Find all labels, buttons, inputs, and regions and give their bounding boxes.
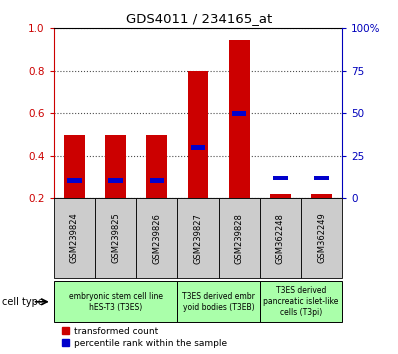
Text: embryonic stem cell line
hES-T3 (T3ES): embryonic stem cell line hES-T3 (T3ES) <box>68 292 162 312</box>
Text: GSM239825: GSM239825 <box>111 213 120 263</box>
Bar <box>105 135 126 198</box>
Bar <box>270 194 291 198</box>
Bar <box>67 178 82 183</box>
Text: T3ES derived embr
yoid bodies (T3EB): T3ES derived embr yoid bodies (T3EB) <box>182 292 255 312</box>
Text: GSM362249: GSM362249 <box>317 213 326 263</box>
Bar <box>146 135 167 198</box>
Bar <box>150 178 164 183</box>
Bar <box>232 111 246 116</box>
Bar <box>54 198 95 278</box>
Bar <box>188 71 208 198</box>
Bar <box>136 198 178 278</box>
Bar <box>260 281 342 322</box>
Text: GSM239827: GSM239827 <box>193 213 203 263</box>
Text: GDS4011 / 234165_at: GDS4011 / 234165_at <box>126 12 272 25</box>
Bar <box>108 178 123 183</box>
Bar <box>178 281 260 322</box>
Bar <box>314 176 329 181</box>
Bar <box>95 198 136 278</box>
Bar <box>301 198 342 278</box>
Text: cell type: cell type <box>2 297 44 307</box>
Bar <box>191 145 205 150</box>
Bar <box>273 176 288 181</box>
Text: GSM239828: GSM239828 <box>235 213 244 263</box>
Bar <box>260 198 301 278</box>
Text: GSM362248: GSM362248 <box>276 213 285 263</box>
Bar <box>219 198 260 278</box>
Legend: transformed count, percentile rank within the sample: transformed count, percentile rank withi… <box>58 323 230 351</box>
Bar <box>229 40 250 198</box>
Text: GSM239826: GSM239826 <box>152 213 161 263</box>
Text: GSM239824: GSM239824 <box>70 213 79 263</box>
Bar <box>54 281 178 322</box>
Text: T3ES derived
pancreatic islet-like
cells (T3pi): T3ES derived pancreatic islet-like cells… <box>263 286 339 318</box>
Bar <box>178 198 219 278</box>
Bar <box>311 194 332 198</box>
Bar <box>64 135 85 198</box>
